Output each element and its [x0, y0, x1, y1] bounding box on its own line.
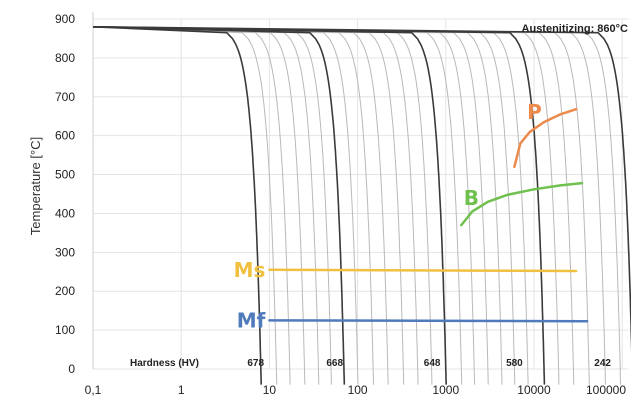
- y-tick-label: 700: [55, 90, 75, 104]
- cooling-curve-major: [92, 26, 546, 385]
- cooling-curve-minor: [92, 26, 463, 385]
- hardness-value-label: 242: [594, 358, 611, 369]
- cooling-curve-minor: [92, 26, 291, 385]
- cooling-curve-minor: [92, 26, 419, 385]
- x-tick-label: 100: [348, 383, 368, 397]
- cooling-curve-minor: [92, 26, 405, 385]
- y-tick-label: 300: [55, 245, 75, 259]
- cooling-curve-minor: [92, 26, 590, 385]
- series-b-label: B: [464, 186, 479, 210]
- cooling-curve-minor: [92, 26, 489, 385]
- series-mf-label: Mf: [237, 308, 266, 332]
- cooling-curve-minor: [92, 26, 606, 385]
- cooling-curve-minor: [92, 26, 389, 385]
- cooling-curve-minor: [92, 26, 433, 385]
- austenitizing-annotation: Austenitizing: 860°C: [522, 23, 629, 35]
- hardness-value-label: 678: [247, 358, 264, 369]
- hardness-value-label: 580: [506, 358, 523, 369]
- cooling-curve-major: [92, 26, 346, 385]
- hardness-labels: 678 668 648 580 242: [247, 358, 611, 369]
- cooling-curve-minor: [92, 26, 575, 385]
- cooling-curve-minor: [92, 26, 622, 385]
- y-tick-label: 400: [55, 206, 75, 220]
- cooling-curve-minor: [92, 26, 374, 385]
- series-ms-line: [268, 268, 578, 273]
- y-tick-label: 200: [55, 284, 75, 298]
- cooling-curves: [92, 26, 631, 385]
- cooling-curve-minor: [92, 26, 560, 385]
- y-axis-label: Temperature [°C]: [28, 137, 43, 235]
- series-p-label: P: [527, 100, 542, 124]
- cooling-curve-minor: [92, 26, 320, 385]
- x-tick-label: 1: [178, 383, 185, 397]
- grid: [92, 12, 628, 370]
- cooling-curve-minor: [92, 26, 278, 385]
- x-tick-label: 0,1: [85, 383, 102, 397]
- y-axis-ticks: 0 100 200 300 400 500 600 700 800 900: [55, 12, 75, 376]
- y-tick-label: 0: [68, 362, 75, 376]
- cooling-curve-major: [92, 26, 631, 352]
- x-tick-label: 10000: [517, 383, 551, 397]
- y-tick-label: 500: [55, 168, 75, 182]
- cooling-curve-minor: [92, 26, 332, 385]
- y-tick-label: 900: [55, 12, 75, 26]
- x-tick-label: 100000: [586, 383, 626, 397]
- cooling-curve-minor: [92, 26, 306, 385]
- cooling-curve-major: [92, 26, 262, 385]
- series-ms-label: Ms: [234, 258, 266, 282]
- y-tick-label: 100: [55, 323, 75, 337]
- hardness-title: Hardness (HV): [130, 358, 199, 369]
- cooling-curve-minor: [92, 26, 503, 385]
- cooling-curve-minor: [92, 26, 516, 385]
- transformation-lines: Ms Mf B P: [234, 100, 589, 332]
- y-tick-label: 600: [55, 129, 75, 143]
- cooling-curve-minor: [92, 26, 359, 385]
- hardness-value-label: 648: [424, 358, 441, 369]
- cooling-curve-minor: [92, 26, 476, 385]
- series-mf-line: [268, 319, 589, 323]
- x-axis-ticks: 0,1 1 10 100 1000 10000 100000: [85, 383, 627, 397]
- x-tick-label: 10: [263, 383, 277, 397]
- x-tick-label: 1000: [432, 383, 459, 397]
- hardness-value-label: 668: [326, 358, 343, 369]
- series-p-line: [513, 107, 578, 169]
- y-tick-label: 800: [55, 51, 75, 65]
- cooling-curve-minor: [92, 26, 529, 385]
- cooling-curve-major: [92, 26, 447, 385]
- series-b-line: [460, 181, 584, 227]
